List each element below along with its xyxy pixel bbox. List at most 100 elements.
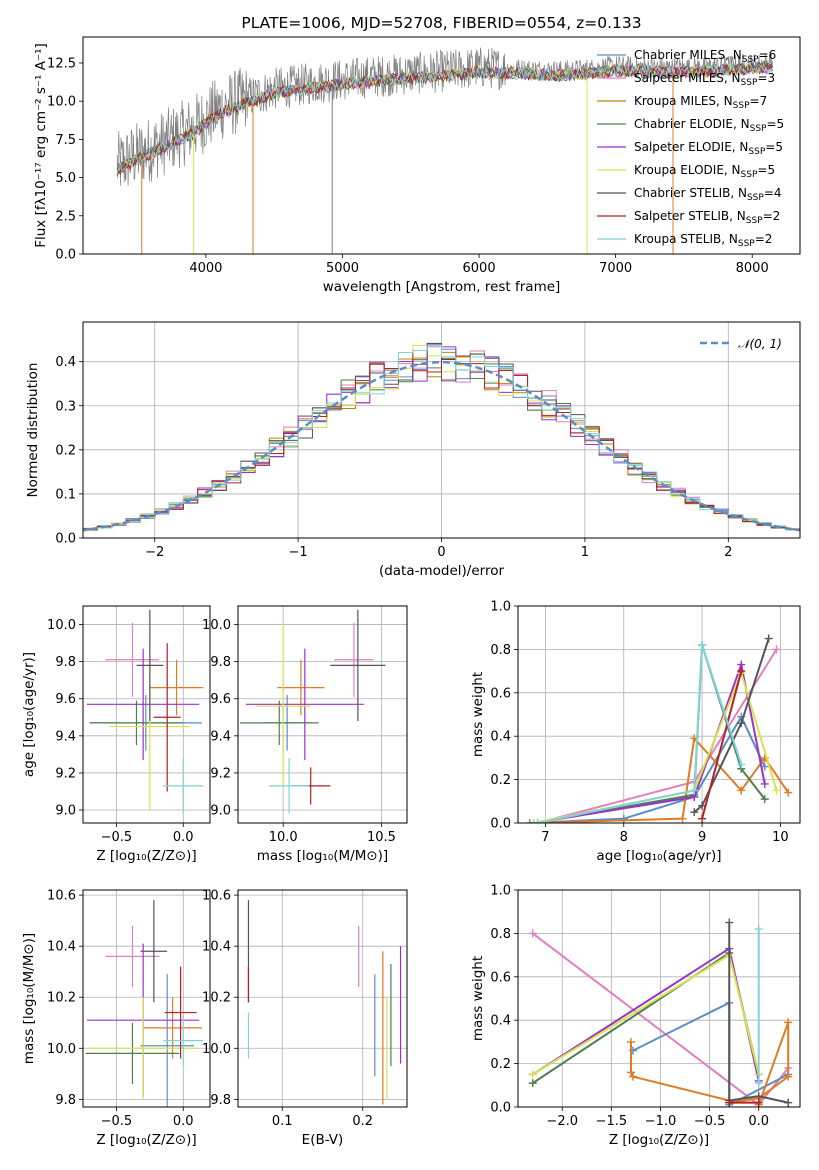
spectrum-lines <box>116 47 774 254</box>
data-point <box>153 643 181 792</box>
mass_vs_ebv-panel: 0.1 0.2 9.8 10.0 10.2 10.4 10.6 E(B-V) <box>202 889 408 1148</box>
x-axis-label: mass [log₁₀(M/M⊙)] <box>257 848 388 864</box>
y-tick-label: 9.4 <box>210 729 231 744</box>
y-axis-label: mass [log₁₀(M/M⊙)] <box>21 933 37 1064</box>
weight-series <box>754 925 763 1088</box>
weight-line <box>533 670 778 823</box>
data-point <box>105 622 160 697</box>
weight-marker <box>754 1098 763 1107</box>
x-axis-label: Z [log₁₀(Z/Z⊙)] <box>96 1132 196 1148</box>
x-tick-label: 2 <box>724 545 732 560</box>
x-tick-label: 0.0 <box>173 1114 194 1129</box>
data-point <box>255 622 311 790</box>
weight-marker <box>737 667 746 676</box>
y-tick-label: 0.4 <box>490 1014 511 1029</box>
weight-marker <box>698 641 707 650</box>
y-tick-label: 0.2 <box>490 773 511 788</box>
plot-frame <box>82 605 211 824</box>
data-point <box>136 609 164 721</box>
weight-marker <box>725 918 734 927</box>
y-tick-label: 9.8 <box>210 655 231 670</box>
plot-frame <box>237 889 408 1108</box>
weight-series <box>525 712 769 823</box>
y-tick-label: 2.5 <box>55 209 76 224</box>
y-tick-label: 0.4 <box>55 355 76 370</box>
legend-entry: Chabrier STELIB, NSSP=4 <box>634 186 782 203</box>
weight-line <box>693 638 770 813</box>
x-tick-label: −0.5 <box>694 1114 726 1129</box>
y-tick-label: 12.5 <box>47 56 76 71</box>
data-point <box>105 925 160 988</box>
y-tick-label: 0.0 <box>55 248 76 263</box>
weight-marker <box>760 779 769 788</box>
y-tick-label: 9.0 <box>210 804 231 819</box>
y-tick-label: 10.0 <box>47 618 76 633</box>
plot-frame <box>82 889 211 1108</box>
weight-line <box>701 670 743 819</box>
model-fit-line <box>116 62 774 174</box>
weight-marker <box>690 808 699 817</box>
age_vs_Z-panel: −0.5 0.0 9.0 9.2 9.4 9.6 9.8 10.0 Z [log₁₀(Z/Z⊙)… <box>21 605 211 864</box>
weight-lines <box>525 634 793 823</box>
y-tick-label: 1.0 <box>490 884 511 899</box>
y-tick-label: 5.0 <box>55 171 76 186</box>
data-point <box>269 758 309 814</box>
y-tick-label: 10.6 <box>202 889 231 904</box>
y-axis-label: Flux [fλ10⁻¹⁷ erg cm⁻² s⁻¹ A⁻¹] <box>33 43 49 248</box>
data-point <box>239 700 319 746</box>
data-point <box>140 974 194 1107</box>
spectrum-legend: Chabrier MILES, NSSP=6 Salpeter MILES, NS… <box>597 48 784 249</box>
weight-marker <box>760 795 769 804</box>
y-tick-label: 10.4 <box>47 940 76 955</box>
y-tick-label: 9.6 <box>55 692 76 707</box>
x-tick-label: 4000 <box>189 261 222 276</box>
y-tick-label: 9.8 <box>55 655 76 670</box>
residuals-panel: −2 −1 0 1 2 0.0 0.1 0.2 0.3 0.4 (data-model)/error… <box>25 321 801 579</box>
legend-entry: Salpeter MILES, NSSP=3 <box>634 71 775 88</box>
data-point <box>89 997 197 1100</box>
data-point <box>277 659 325 716</box>
weight-marker <box>784 1072 793 1081</box>
x-tick-label: 8 <box>620 830 628 845</box>
weight-marker <box>764 634 773 643</box>
y-tick-label: 9.6 <box>210 692 231 707</box>
x-tick-label: 0.2 <box>352 1114 373 1129</box>
plot-frame <box>517 605 801 824</box>
x-tick-label: −2 <box>145 545 164 560</box>
y-tick-label: 0.1 <box>55 487 76 502</box>
weight-marker <box>754 925 763 934</box>
x-tick-label: −1.5 <box>596 1114 628 1129</box>
y-tick-label: 10.0 <box>202 618 231 633</box>
weight-marker <box>529 819 538 823</box>
spectrum-panel: 4000 5000 6000 7000 8000 0.0 2.5 5.0 7.5 10.0 12.5… <box>33 14 801 295</box>
age_vs_mass-panel: 10.0 10.5 9.0 9.2 9.4 9.6 9.8 10.0 mass [log₁₀(M… <box>202 605 408 864</box>
y-axis-label: mass weight <box>470 956 486 1041</box>
y-tick-label: 0.6 <box>490 686 511 701</box>
weight-marker <box>737 719 746 728</box>
plot-frame <box>517 889 801 1108</box>
x-axis-label: Z [log₁₀(Z/Z⊙)] <box>96 848 196 864</box>
legend-entry: Salpeter STELIB, NSSP=2 <box>634 209 780 226</box>
y-tick-label: 0.8 <box>490 927 511 942</box>
data-point <box>85 1022 180 1085</box>
y-tick-label: 0.3 <box>55 399 76 414</box>
chart-title: PLATE=1006, MJD=52708, FIBERID=0554, z=0… <box>241 14 641 32</box>
x-tick-label: 1 <box>581 545 589 560</box>
weight-series <box>529 734 793 823</box>
plot-frame <box>237 605 408 824</box>
weight-marker <box>528 1079 537 1088</box>
x-tick-label: −1.0 <box>645 1114 677 1129</box>
weight-marker <box>626 1037 635 1046</box>
error-bars <box>85 900 204 1107</box>
y-tick-label: 0.0 <box>490 817 511 832</box>
legend-entry: Kroupa ELODIE, NSSP=5 <box>634 163 775 180</box>
y-tick-label: 10.2 <box>202 991 231 1006</box>
legend-entry: Chabrier MILES, NSSP=6 <box>634 48 776 65</box>
x-tick-label: 8000 <box>736 261 769 276</box>
x-tick-label: 10 <box>772 830 789 845</box>
data-point <box>330 609 386 721</box>
weight-marker <box>528 1070 537 1079</box>
y-axis-label: age [log₁₀(age/yr)] <box>21 652 37 777</box>
data-point <box>334 622 374 697</box>
data-point <box>140 900 168 1003</box>
